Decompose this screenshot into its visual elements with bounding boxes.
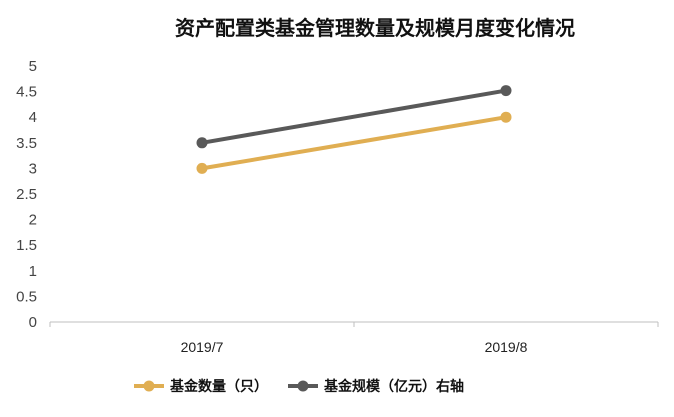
y-tick-label: 2 [29,212,37,229]
data-point [500,85,512,97]
y-tick-label: 1 [29,263,37,280]
chart-title: 资产配置类基金管理数量及规模月度变化情况 [175,16,575,40]
legend: 基金数量（只） 基金规模（亿元）右轴 [134,378,464,395]
series-line [200,115,508,171]
legend-marker [143,380,155,392]
y-tick-label: 5 [29,58,37,75]
series-1 [196,111,512,174]
y-axis: 0 0.5 1 1.5 2 2.5 3 3.5 4 4.5 5 [16,58,37,331]
y-tick-label: 4 [29,109,37,126]
legend-marker [297,380,309,392]
data-point [196,137,208,149]
data-point [196,162,208,174]
legend-item: 基金规模（亿元）右轴 [288,378,464,395]
series-line [200,88,508,145]
y-tick-label: 3 [29,160,37,177]
y-tick-label: 4.5 [16,84,37,101]
x-axis: 2019/7 2019/8 [49,322,659,355]
legend-label: 基金数量（只） [170,378,268,395]
legend-item: 基金数量（只） [134,378,268,395]
y-tick-label: 0 [29,314,37,331]
series-layer [196,85,512,174]
y-tick-label: 0.5 [16,288,37,305]
y-tick-label: 2.5 [16,186,37,203]
y-tick-label: 3.5 [16,135,37,152]
legend-label: 基金规模（亿元）右轴 [324,378,464,395]
data-point [500,111,512,123]
y-tick-label: 1.5 [16,237,37,254]
series-2 [196,85,512,149]
x-tick-label: 2019/8 [485,339,528,355]
x-tick-label: 2019/7 [181,339,224,355]
